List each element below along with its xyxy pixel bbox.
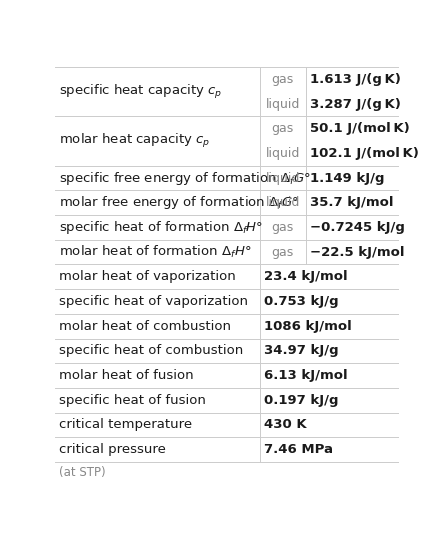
- Text: gas: gas: [272, 246, 294, 259]
- Text: liquid: liquid: [266, 171, 300, 184]
- Text: −0.7245 kJ/g: −0.7245 kJ/g: [310, 221, 405, 234]
- Text: gas: gas: [272, 221, 294, 234]
- Text: specific heat of fusion: specific heat of fusion: [59, 394, 206, 407]
- Text: specific heat of formation $\Delta_f H°$: specific heat of formation $\Delta_f H°$: [59, 219, 264, 236]
- Text: 102.1 J/(mol K): 102.1 J/(mol K): [310, 147, 419, 160]
- Text: specific heat capacity $c_p$: specific heat capacity $c_p$: [59, 83, 223, 101]
- Text: molar heat of fusion: molar heat of fusion: [59, 369, 194, 382]
- Text: liquid: liquid: [266, 196, 300, 209]
- Text: 0.197 kJ/g: 0.197 kJ/g: [264, 394, 338, 407]
- Text: specific heat of combustion: specific heat of combustion: [59, 344, 244, 358]
- Text: gas: gas: [272, 73, 294, 86]
- Text: (at STP): (at STP): [59, 466, 106, 479]
- Text: 430 K: 430 K: [264, 418, 307, 431]
- Text: specific heat of vaporization: specific heat of vaporization: [59, 295, 249, 308]
- Text: 1.149 kJ/g: 1.149 kJ/g: [310, 171, 385, 184]
- Text: 1.613 J/(g K): 1.613 J/(g K): [310, 73, 401, 86]
- Text: 50.1 J/(mol K): 50.1 J/(mol K): [310, 122, 410, 135]
- Text: 34.97 kJ/g: 34.97 kJ/g: [264, 344, 338, 358]
- Text: liquid: liquid: [266, 97, 300, 110]
- Text: −22.5 kJ/mol: −22.5 kJ/mol: [310, 246, 404, 259]
- Text: 7.46 MPa: 7.46 MPa: [264, 443, 333, 456]
- Text: molar heat capacity $c_p$: molar heat capacity $c_p$: [59, 132, 211, 150]
- Text: liquid: liquid: [266, 147, 300, 160]
- Text: 35.7 kJ/mol: 35.7 kJ/mol: [310, 196, 394, 209]
- Text: specific free energy of formation $\Delta_f G°$: specific free energy of formation $\Delt…: [59, 169, 311, 187]
- Text: 23.4 kJ/mol: 23.4 kJ/mol: [264, 270, 347, 283]
- Text: 1086 kJ/mol: 1086 kJ/mol: [264, 320, 352, 333]
- Text: critical pressure: critical pressure: [59, 443, 167, 456]
- Text: molar heat of combustion: molar heat of combustion: [59, 320, 232, 333]
- Text: 6.13 kJ/mol: 6.13 kJ/mol: [264, 369, 347, 382]
- Text: molar heat of formation $\Delta_f H°$: molar heat of formation $\Delta_f H°$: [59, 244, 252, 260]
- Text: gas: gas: [272, 122, 294, 135]
- Text: critical temperature: critical temperature: [59, 418, 193, 431]
- Text: molar free energy of formation $\Delta_f G°$: molar free energy of formation $\Delta_f…: [59, 194, 299, 211]
- Text: molar heat of vaporization: molar heat of vaporization: [59, 270, 236, 283]
- Text: 3.287 J/(g K): 3.287 J/(g K): [310, 97, 401, 110]
- Text: 0.753 kJ/g: 0.753 kJ/g: [264, 295, 338, 308]
